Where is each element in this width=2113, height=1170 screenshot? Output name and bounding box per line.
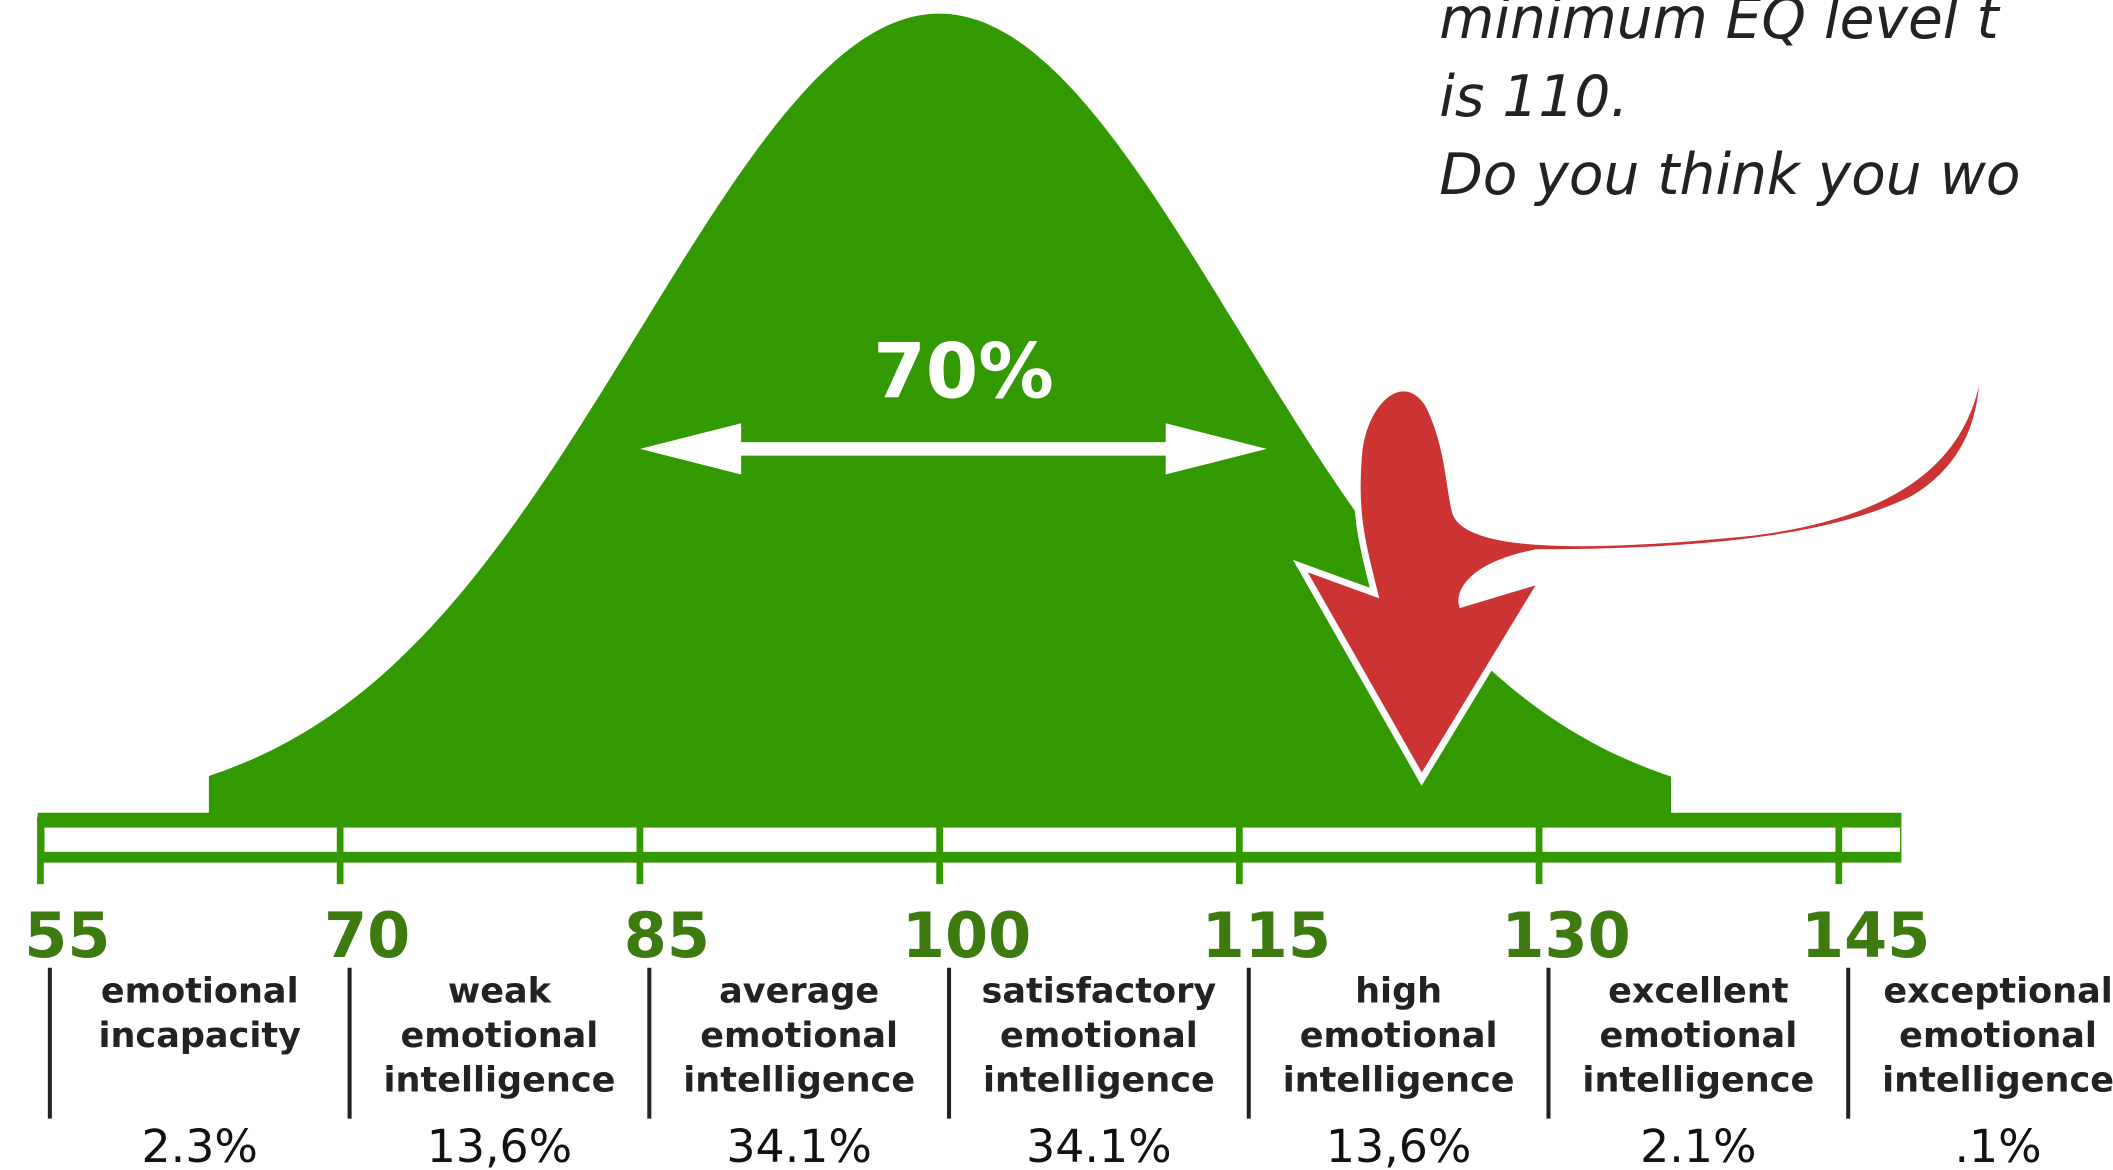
band-percent: 13,6%: [427, 1119, 572, 1170]
band-label: excellent emotional intelligence: [1582, 971, 1815, 1102]
annotation: 70%: [873, 328, 1054, 416]
note-line: minimum EQ level t: [1439, 0, 2000, 52]
band-label: high emotional intelligence: [1282, 971, 1515, 1102]
band-label: emotional incapacity: [98, 971, 301, 1057]
white-arrow: [640, 423, 1267, 475]
x-tick-label: 130: [1501, 899, 1630, 972]
band-percent: 34.1%: [726, 1119, 872, 1170]
x-tick-label: 100: [902, 899, 1031, 972]
band-percent: 2.3%: [142, 1119, 258, 1170]
x-tick-label: 145: [1801, 899, 1930, 972]
band-label: satisfactory emotional intelligence: [981, 971, 1217, 1102]
x-tick-label: 55: [24, 899, 110, 972]
note-line: Do you think you wo: [1439, 142, 2020, 208]
band-label-box: exceptional emotional intelligence: [1882, 971, 2113, 1102]
band-label-box: weak emotional intelligence: [383, 971, 616, 1102]
axis: [37, 812, 1902, 885]
red-arrow: [1292, 336, 1987, 786]
band-percent: .1%: [1954, 1119, 2041, 1170]
band-label-box: excellent emotional intelligence: [1582, 971, 1815, 1102]
band-label-box: high emotional intelligence: [1282, 971, 1515, 1102]
band-label-box: emotional incapacity: [98, 971, 301, 1057]
band-percent: 34.1%: [1026, 1119, 1172, 1170]
band-label: exceptional emotional intelligence: [1882, 971, 2113, 1102]
band-label: weak emotional intelligence: [383, 971, 616, 1102]
x-tick-label: 70: [324, 899, 410, 972]
band-label-box: average emotional intelligence: [683, 971, 916, 1102]
x-tick-label: 115: [1202, 899, 1331, 972]
band-percent: 13,6%: [1326, 1119, 1472, 1170]
bell-curve: [208, 13, 1671, 817]
axis-band-inner: [44, 827, 1901, 852]
band-label: average emotional intelligence: [683, 971, 916, 1102]
band-percent: 2.1%: [1640, 1119, 1756, 1170]
note-line: is 110.: [1439, 64, 1628, 130]
band-label-box: satisfactory emotional intelligence: [981, 971, 1217, 1102]
x-tick-label: 85: [624, 899, 710, 972]
